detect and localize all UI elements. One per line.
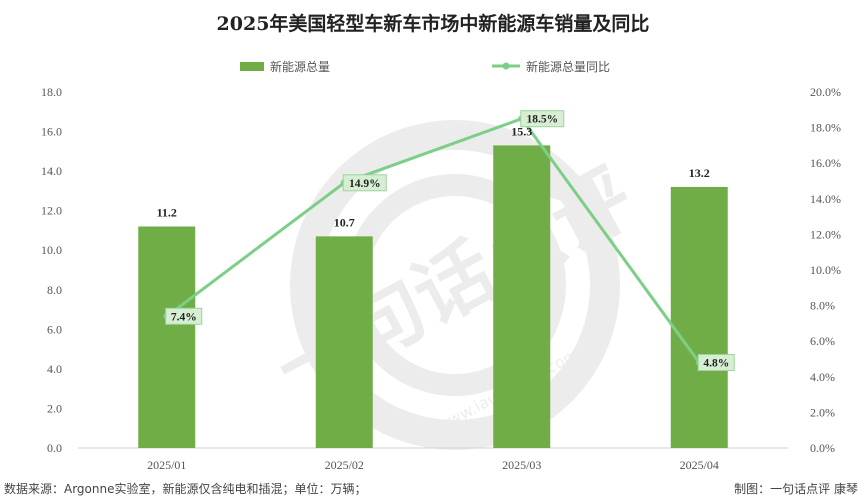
legend-line-marker	[502, 62, 510, 70]
y-left-tick-label: 2.0	[47, 401, 62, 415]
y-right-tick-label: 4.0%	[810, 370, 835, 384]
bar	[670, 186, 728, 448]
y-right-tick-label: 10.0%	[810, 263, 841, 277]
y-right-tick-label: 16.0%	[810, 156, 841, 170]
y-left-tick-label: 8.0	[47, 283, 62, 297]
y-right-tick-label: 14.0%	[810, 192, 841, 206]
bar	[315, 236, 373, 448]
line-label-box	[342, 174, 387, 192]
yoy-line	[165, 117, 701, 364]
bars	[138, 145, 728, 448]
y-left-tick-label: 10.0	[41, 243, 62, 257]
line-data-label: 18.5%	[526, 114, 558, 126]
bar-data-label: 11.2	[157, 205, 177, 219]
y-right-tick-label: 12.0%	[810, 227, 841, 241]
bar	[493, 145, 551, 448]
line-data-label: 7.4%	[171, 311, 197, 323]
footer-source: 数据来源：Argonne实验室，新能源仅含纯电和插混；单位：万辆；	[4, 481, 367, 496]
legend-bar-swatch	[240, 62, 264, 71]
y-right-tick-label: 2.0%	[810, 405, 835, 419]
y-left-tick-label: 6.0	[47, 322, 62, 336]
legend-bar-label: 新能源总量	[270, 59, 330, 74]
y-right-tick-label: 8.0%	[810, 299, 835, 313]
y-right-tick-label: 6.0%	[810, 334, 835, 348]
x-tick-label: 2025/02	[325, 458, 364, 472]
bar-data-label: 10.7	[334, 215, 355, 229]
legend: 新能源总量 新能源总量同比	[240, 59, 610, 74]
y-right-tick-label: 20.0%	[810, 85, 841, 99]
data-labels: 11.2 10.7 15.3 13.2 7.4% 14.9% 18.5% 4.8%	[157, 110, 735, 372]
line-data-label: 4.8%	[703, 358, 729, 370]
y-right-tick-label: 18.0%	[810, 121, 841, 135]
y-left-tick-label: 18.0	[41, 85, 62, 99]
y-left-tick-label: 4.0	[47, 362, 62, 376]
footer-credit: 制图：一句话点评 康琴	[734, 481, 858, 496]
bar	[138, 226, 196, 448]
line-label-box	[520, 110, 565, 128]
legend-line-label: 新能源总量同比	[526, 59, 610, 74]
line-label-box	[165, 307, 203, 325]
y-left-tick-label: 0.0	[47, 441, 62, 455]
x-tick-label: 2025/01	[147, 458, 186, 472]
bar-data-label: 15.3	[511, 124, 532, 138]
line-data-label: 14.9%	[349, 178, 381, 190]
chart-title: 2025年美国轻型车新车市场中新能源车销量及同比	[217, 12, 650, 35]
x-tick-label: 2025/04	[680, 458, 719, 472]
y-left-tick-label: 12.0	[41, 204, 62, 218]
x-tick-label: 2025/03	[502, 458, 541, 472]
y-left-tick-label: 16.0	[41, 125, 62, 139]
axes: 0.0 2.0 4.0 6.0 8.0 10.0 12.0 14.0 16.0 18.0 0.0% 2…	[41, 85, 841, 472]
bar-data-label: 13.2	[689, 166, 710, 180]
y-left-tick-label: 14.0	[41, 164, 62, 178]
line-label-box	[697, 354, 735, 372]
y-right-tick-label: 0.0%	[810, 441, 835, 455]
